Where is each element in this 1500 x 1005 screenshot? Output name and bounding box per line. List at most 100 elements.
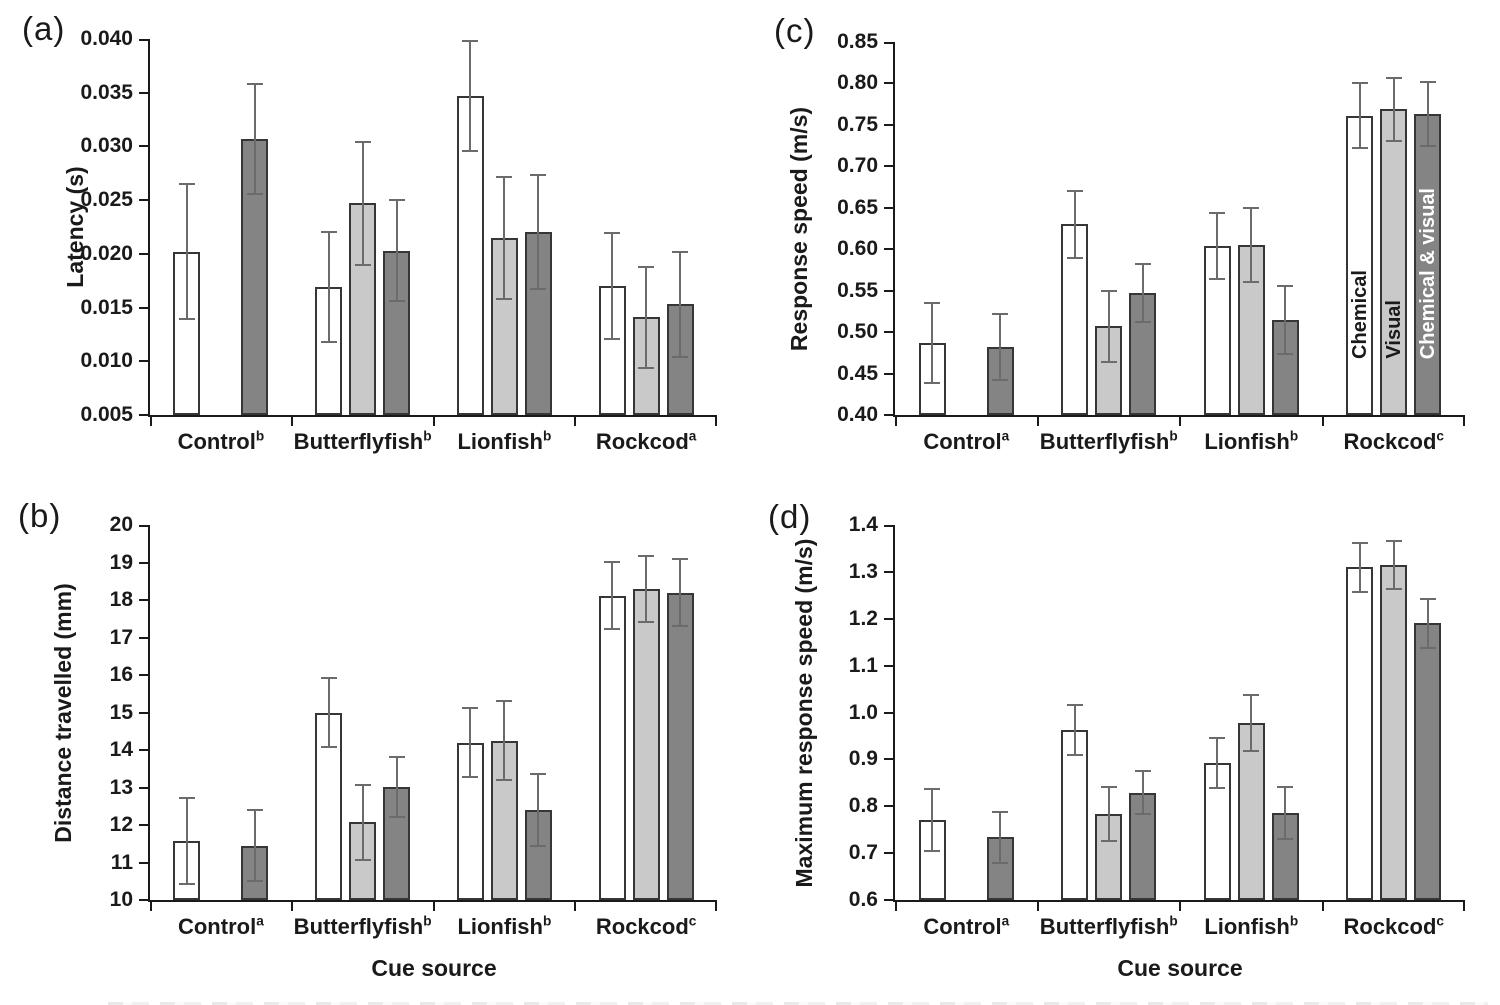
error-bar-cap <box>1385 539 1402 542</box>
error-bar-cap <box>1134 770 1151 773</box>
y-axis-tick-label: 0.9 <box>848 747 878 771</box>
bar-chemical <box>1346 567 1374 900</box>
error-bar-cap <box>178 183 195 186</box>
error-bar-cap <box>604 628 621 631</box>
error-bar <box>1250 207 1253 283</box>
error-bar-cap <box>1277 785 1294 788</box>
error-bar-cap <box>246 809 263 811</box>
bar-visual <box>349 203 377 415</box>
y-axis-tick-label: 1.0 <box>848 700 878 724</box>
error-bar <box>503 176 506 299</box>
error-bar-cap <box>1209 736 1226 739</box>
y-axis-tick-label: 1.1 <box>848 653 878 677</box>
error-bar-cap <box>1066 753 1083 756</box>
error-bar <box>1358 83 1361 149</box>
error-bar-cap <box>1066 256 1083 259</box>
error-bar <box>253 84 256 194</box>
category-superscript: b <box>542 913 552 929</box>
y-axis-tick-label: 0.010 <box>80 349 133 373</box>
error-bar-cap <box>1385 139 1402 142</box>
error-bar-cap <box>354 141 371 144</box>
category-label-lionfish: Lionfishb <box>1204 428 1299 454</box>
error-bar <box>361 142 364 265</box>
y-axis-tick <box>139 199 148 202</box>
x-axis-tick <box>432 902 435 911</box>
error-bar-cap <box>1209 278 1226 281</box>
error-bar <box>1073 705 1076 755</box>
y-axis-tick-label: 0.50 <box>837 320 878 344</box>
error-bar-cap <box>1277 284 1294 287</box>
error-bar <box>1073 191 1076 258</box>
y-axis-tick-label: 0.030 <box>80 134 133 158</box>
y-axis-tick <box>139 414 148 416</box>
y-axis-tick-label: 1.4 <box>848 513 878 536</box>
bar-visual <box>1095 813 1123 900</box>
error-bar-cap <box>924 381 941 384</box>
category-superscript: b <box>255 428 265 444</box>
category-superscript: c <box>1436 913 1444 929</box>
x-axis-tick <box>1036 902 1039 911</box>
y-axis-tick-label: 12 <box>109 813 133 836</box>
error-bar-cap <box>496 700 513 703</box>
x-axis-tick <box>574 417 577 426</box>
y-axis-tick <box>884 570 893 573</box>
y-axis-tick <box>884 42 893 44</box>
x-axis-tick <box>895 902 897 911</box>
x-axis-tick <box>1179 417 1181 426</box>
y-axis-tick <box>139 252 148 255</box>
x-axis-tick <box>574 902 577 911</box>
category-label-control: Controlb <box>177 428 265 454</box>
category-label-rockcod: Rockcodc <box>1343 428 1445 454</box>
error-bar <box>469 708 472 777</box>
error-bar-cap <box>1277 352 1294 355</box>
y-axis-tick <box>139 145 148 148</box>
y-axis-tick-label: 1.2 <box>848 606 878 630</box>
error-bar <box>327 677 330 748</box>
x-axis-tick <box>1179 902 1181 911</box>
error-bar-cap <box>496 297 513 300</box>
error-bar <box>185 184 188 320</box>
error-bar <box>1216 212 1219 280</box>
category-label-butterflyfish: Butterflyfishb <box>1039 428 1178 454</box>
error-bar-cap <box>530 845 547 848</box>
error-bar-cap <box>320 676 337 679</box>
error-bar-cap <box>388 815 405 818</box>
cropped-caption-edge <box>108 1002 1488 1005</box>
error-bar-cap <box>672 355 689 358</box>
error-bar-cap <box>388 755 405 758</box>
error-bar <box>395 756 398 817</box>
error-bar-cap <box>992 861 1009 864</box>
y-axis-tick-label: 17 <box>109 625 133 649</box>
error-bar <box>1426 599 1429 648</box>
y-axis-tick-label: 0.7 <box>848 841 878 865</box>
panel-b-letter: (b) <box>18 497 62 534</box>
error-bar <box>537 773 540 847</box>
x-axis-tick <box>895 417 897 426</box>
category-superscript: a <box>1001 428 1010 444</box>
x-axis-tick <box>1321 417 1324 426</box>
y-axis-tick-label: 11 <box>110 850 133 874</box>
y-axis-tick <box>139 824 148 826</box>
panel-d-plot: 0.6 0.7 0.8 0.9 1.0 1.1 1.2 1.3 1.4 Controla Butte… <box>849 513 1465 939</box>
y-axis-tick-label: 1.3 <box>848 559 878 583</box>
error-bar <box>1392 540 1395 589</box>
bar-chemical-visual <box>986 347 1014 415</box>
category-superscript: b <box>1289 913 1299 929</box>
error-bar-cap <box>604 560 621 563</box>
error-bar-cap <box>530 288 547 291</box>
y-axis-tick-label: 0.025 <box>80 188 133 212</box>
y-axis-tick-label: 13 <box>109 775 133 799</box>
bar-chemical-visual: Chemical & visual <box>1414 114 1442 415</box>
y-axis-tick <box>884 711 893 714</box>
category-label-rockcod: Rockcodc <box>1343 913 1445 939</box>
category-superscript: c <box>688 913 697 929</box>
error-bar <box>185 797 188 884</box>
error-bar-cap <box>530 174 547 177</box>
y-axis-tick-label: 0.005 <box>80 403 133 426</box>
error-bar-cap <box>638 554 655 557</box>
y-axis-tick-label: 10 <box>109 888 133 911</box>
bar-chemical <box>315 712 343 900</box>
category-label-control: Controla <box>923 428 1010 454</box>
y-axis-tick <box>884 899 893 901</box>
